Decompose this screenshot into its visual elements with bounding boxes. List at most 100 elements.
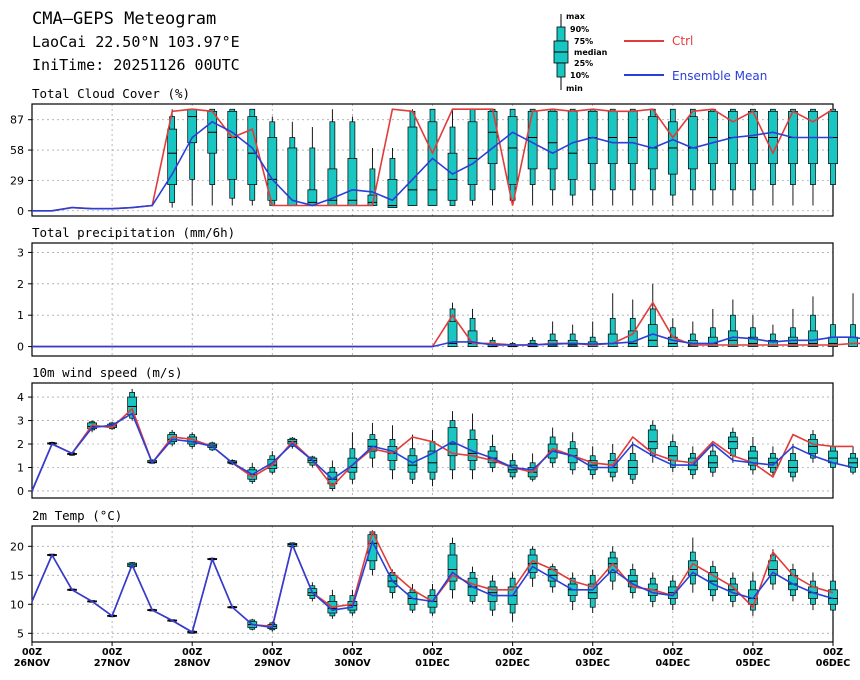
legend-label-75: 75% (574, 37, 593, 46)
panels: Total Cloud Cover (%) 0 29 58 87 Total precip… (10, 86, 860, 643)
box-inner (367, 438, 378, 452)
box-plot (487, 434, 498, 473)
box-inner (527, 110, 538, 170)
box-inner (447, 554, 458, 582)
y-tick-label: 2 (17, 438, 24, 451)
box-plot (567, 108, 578, 206)
box-inner (808, 330, 818, 347)
legend-label-median: median (574, 48, 608, 57)
box-plot (587, 321, 598, 347)
box-plot (647, 108, 658, 206)
box-plot (828, 108, 838, 206)
box-inner (728, 436, 738, 450)
y-tick-label: 4 (17, 391, 24, 404)
panel-2: Total precipitation (mm/6h) 0 1 2 3 (17, 225, 860, 357)
x-tick-hour: 00Z (743, 647, 763, 658)
box-plot (567, 432, 578, 475)
box-inner (427, 121, 438, 206)
box-inner (627, 330, 638, 347)
box-plot (587, 569, 598, 613)
series-ctrl-line (32, 108, 834, 212)
series-mean-line (32, 120, 833, 212)
x-tick-day: 30NOV (334, 658, 371, 669)
panel-title: Total precipitation (mm/6h) (32, 225, 235, 240)
y-tick-label: 2 (17, 278, 24, 291)
box-inner (748, 336, 758, 347)
box-plot (828, 575, 838, 616)
x-tick-day: 28NOV (174, 658, 211, 669)
x-tick-hour: 00Z (182, 647, 202, 658)
box-plot (447, 109, 458, 206)
box-plot (127, 388, 137, 421)
box-plot (647, 283, 658, 347)
box-plot (768, 549, 778, 590)
box-plot (828, 436, 838, 473)
x-tick-hour: 00Z (342, 647, 362, 658)
box-plot (427, 429, 438, 487)
box-inner (507, 116, 518, 185)
series-mean-line (31, 412, 854, 492)
box-inner (587, 583, 598, 599)
x-tick-hour: 00Z (422, 647, 442, 658)
box-plot (748, 436, 758, 475)
box-inner (768, 560, 778, 576)
box-inner (467, 330, 478, 347)
box-plot (347, 432, 358, 484)
box-inner (768, 339, 778, 347)
box-inner (547, 110, 558, 170)
box-inner (848, 336, 858, 347)
legend-box-outer (556, 26, 566, 42)
box-plot (788, 444, 798, 482)
box-plot (627, 299, 638, 347)
box-plot (627, 108, 638, 206)
box-plot (547, 427, 558, 468)
box-plot (407, 109, 418, 206)
box-inner (267, 137, 278, 201)
y-tick-label: 3 (17, 415, 24, 428)
box-plot (287, 121, 298, 207)
box-plot (447, 302, 458, 347)
y-tick-label: 0 (17, 341, 24, 354)
y-tick-label: 29 (10, 174, 24, 187)
box-inner (667, 446, 678, 461)
y-tick-label: 1 (17, 309, 24, 322)
box-plot (547, 108, 558, 206)
box-inner (427, 450, 438, 473)
box-plot (768, 108, 778, 206)
panel-title: 2m Temp (°C) (32, 508, 122, 523)
box-inner (327, 471, 338, 485)
legend-label-max: max (566, 12, 586, 21)
legend-label-25: 25% (574, 59, 593, 68)
box-plot (707, 560, 718, 602)
panel-title: Total Cloud Cover (%) (32, 86, 190, 101)
init-time-label: IniTime: 20251126 00UTC (32, 56, 240, 74)
box-inner (467, 438, 478, 461)
box-inner (307, 189, 318, 206)
y-tick-label: 58 (10, 144, 24, 157)
x-tick-hour: 00Z (583, 647, 603, 658)
y-tick-label: 5 (17, 627, 24, 640)
box-inner (567, 110, 578, 180)
legend-label-10: 10% (570, 71, 589, 80)
y-tick-label: 3 (17, 246, 24, 259)
box-plot (707, 308, 718, 347)
box-inner (788, 336, 798, 347)
box-plot (748, 108, 758, 206)
legend-label-min: min (566, 84, 583, 93)
legend-mean-label: Ensemble Mean (672, 69, 767, 83)
box-inner (447, 152, 458, 201)
box-plot (687, 108, 698, 206)
series-ctrl-line (31, 407, 853, 492)
box-inner (647, 116, 658, 170)
box-plot (788, 108, 798, 206)
box-plot (748, 315, 758, 347)
box-plot (808, 108, 818, 206)
box-inner (607, 333, 618, 347)
box-plot (828, 255, 838, 347)
box-plot (808, 429, 818, 463)
y-tick-label: 87 (10, 114, 24, 127)
box-plot (707, 444, 718, 477)
box-plot (507, 572, 518, 622)
series-mean-line (32, 333, 860, 348)
